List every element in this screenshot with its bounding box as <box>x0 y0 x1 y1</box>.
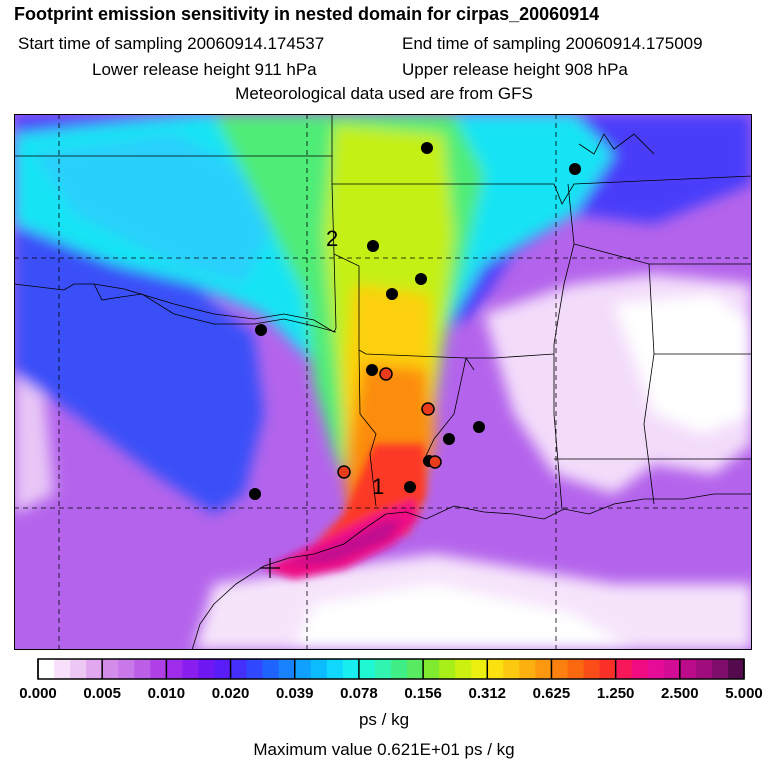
colorbar-swatch <box>310 659 328 679</box>
colorbar-swatch <box>230 659 248 679</box>
colorbar-swatch <box>134 659 151 679</box>
colorbar-swatch <box>455 659 472 679</box>
station-black <box>473 421 485 433</box>
station-black <box>386 288 398 300</box>
field-white-east2 <box>614 294 752 434</box>
field-white-west <box>14 374 54 514</box>
colorbar-swatch <box>54 659 71 679</box>
colorbar-swatch <box>631 659 649 679</box>
colorbar-swatch <box>182 659 199 679</box>
colorbar-swatch <box>647 659 665 679</box>
colorbar-tick-label: 0.156 <box>404 685 442 702</box>
colorbar-swatch <box>663 659 681 679</box>
colorbar-tick-label: 1.250 <box>597 685 635 702</box>
station-black <box>255 324 267 336</box>
colorbar-swatch <box>711 659 729 679</box>
colorbar-swatch <box>551 659 568 679</box>
colorbar-tick-label: 2.500 <box>661 685 699 702</box>
colorbar-swatch <box>439 659 456 679</box>
station-red <box>379 367 393 381</box>
colorbar-tick-label: 0.000 <box>19 685 57 702</box>
station-black <box>366 364 378 376</box>
colorbar-swatch <box>374 659 392 679</box>
state-boundaries <box>14 114 752 510</box>
station-black <box>404 481 416 493</box>
colorbar-swatch <box>519 659 536 679</box>
field-white-south2 <box>294 584 634 650</box>
max-value-label: Maximum value 0.621E+01 ps / kg <box>253 740 515 759</box>
station-black <box>415 273 427 285</box>
colorbar-swatch <box>166 659 183 679</box>
coastline <box>191 493 752 650</box>
colorbar-tick-label: 0.625 <box>533 685 571 702</box>
end-time-label: End time of sampling 20060914.175009 <box>402 34 703 53</box>
colorbar-ticks: 0.000 0.005 0.010 0.020 0.039 0.078 0.156 0.312… <box>19 659 763 702</box>
footprint-map: 2 1 <box>14 114 752 650</box>
colorbar-swatch <box>150 659 167 679</box>
colorbar-swatch <box>423 659 440 679</box>
colorbar-swatch <box>407 659 424 679</box>
colorbar-swatch <box>727 659 745 679</box>
colorbar-swatch <box>86 659 103 679</box>
colorbar-swatch <box>102 659 119 679</box>
field-blue-west <box>14 234 264 514</box>
colorbar-swatch <box>535 659 552 679</box>
colorbar-swatch <box>342 659 360 679</box>
colorbar-tick-label: 0.005 <box>83 685 121 702</box>
colorbar-tick-label: 0.020 <box>212 685 250 702</box>
colorbar-swatch <box>391 659 408 679</box>
station-black <box>443 433 455 445</box>
colorbar-tick-label: 5.000 <box>725 685 763 702</box>
start-time-label: Start time of sampling 20060914.174537 <box>18 34 325 53</box>
colorbar-swatch <box>503 659 520 679</box>
colorbar-swatch <box>326 659 344 679</box>
colorbar-swatch <box>599 659 617 679</box>
colorbar-tick-label: 0.010 <box>148 685 186 702</box>
release-point-marker <box>260 558 280 578</box>
colorbar-swatch <box>695 659 713 679</box>
colorbar-swatch <box>38 659 55 679</box>
station-black <box>569 163 581 175</box>
colorbar-unit: ps / kg <box>358 710 410 729</box>
colorbar-tick-label: 0.078 <box>340 685 378 702</box>
colorbar-swatch <box>487 659 504 679</box>
station-black <box>249 488 261 500</box>
colorbar-swatch <box>70 659 87 679</box>
station-red <box>421 402 435 416</box>
colorbar-swatch <box>118 659 135 679</box>
colorbar: 0.000 0.005 0.010 0.020 0.039 0.078 0.156 0.312… <box>19 658 763 702</box>
colorbar-tick-label: 0.039 <box>276 685 314 702</box>
station-black <box>421 142 433 154</box>
colorbar-swatch <box>262 659 280 679</box>
lat-lon-grid <box>14 114 752 650</box>
colorbar-swatch <box>246 659 264 679</box>
map-label-1: 1 <box>372 474 384 499</box>
colorbar-swatch <box>615 659 633 679</box>
station-markers <box>249 142 581 500</box>
upper-release-label: Upper release height 908 hPa <box>402 60 628 79</box>
colorbar-swatch <box>294 659 312 679</box>
colorbar-swatch <box>471 659 488 679</box>
field-cyan-nw <box>34 134 274 284</box>
colorbar-swatch <box>214 659 232 679</box>
colorbar-swatches <box>38 659 745 679</box>
colorbar-swatch <box>198 659 215 679</box>
station-red <box>428 455 442 469</box>
plot-title: Footprint emission sensitivity in nested… <box>14 4 600 24</box>
met-data-label: Meteorological data used are from GFS <box>235 84 533 103</box>
map-frame <box>14 114 752 650</box>
station-black <box>367 240 379 252</box>
colorbar-swatch <box>358 659 376 679</box>
map-label-2: 2 <box>326 226 338 251</box>
station-red <box>337 465 351 479</box>
colorbar-tick-label: 0.312 <box>468 685 506 702</box>
colorbar-swatch <box>679 659 697 679</box>
colorbar-swatch <box>567 659 585 679</box>
colorbar-swatch <box>278 659 296 679</box>
lower-release-label: Lower release height 911 hPa <box>92 60 317 79</box>
colorbar-swatch <box>583 659 601 679</box>
